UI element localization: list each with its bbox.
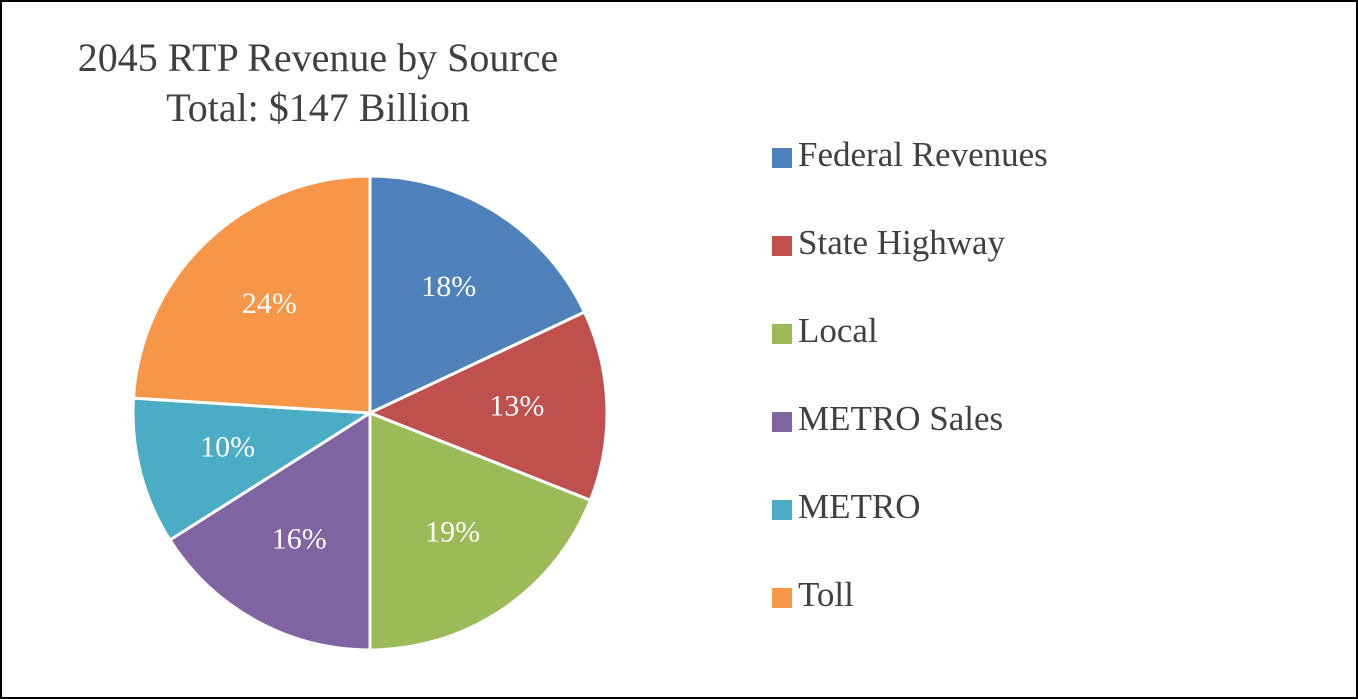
legend-label: State Highway [798, 223, 1006, 262]
chart-subtitle: Total: $147 Billion [166, 85, 470, 130]
legend-label: Toll [798, 575, 854, 614]
pie-slice [366, 310, 609, 503]
legend-label: Local [798, 311, 878, 350]
value-label: 19% [425, 515, 480, 548]
legend-swatch [772, 324, 792, 344]
value-label: 24% [242, 287, 297, 320]
chart-title: 2045 RTP Revenue by Source [78, 35, 559, 80]
legend-swatch [772, 588, 792, 608]
value-label: 18% [421, 270, 476, 303]
legend-swatch [772, 148, 792, 168]
value-label: 10% [200, 430, 255, 463]
pie-slice [131, 396, 375, 543]
legend-swatch [772, 412, 792, 432]
legend-swatch [772, 500, 792, 520]
pie-slice [131, 174, 372, 415]
legend-label: METRO Sales [798, 399, 1003, 438]
value-label: 13% [489, 389, 544, 422]
legend-label: Federal Revenues [798, 135, 1048, 174]
legend-swatch [772, 236, 792, 256]
legend-label: METRO [798, 487, 921, 526]
pie-slice [368, 174, 587, 416]
value-label: 16% [272, 523, 327, 556]
pie-slice [368, 410, 593, 652]
pie-slice [167, 410, 372, 652]
